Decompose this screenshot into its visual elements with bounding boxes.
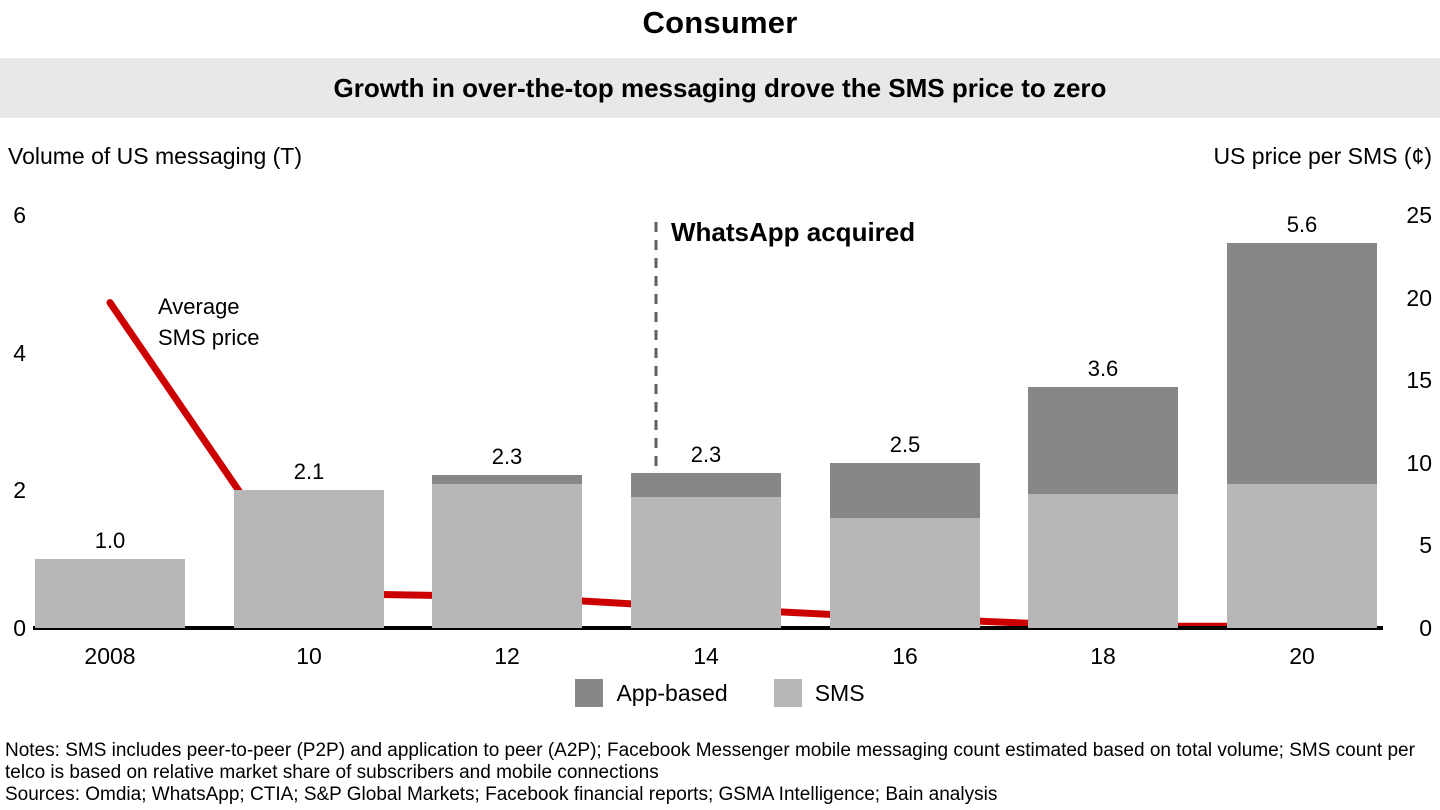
chart-subtitle: Growth in over-the-top messaging drove t… [333,73,1107,103]
bar-segment-sms [432,484,582,628]
bar-segment-app-based [432,475,582,484]
bar-segment-sms [830,518,980,628]
sms-swatch [773,679,802,707]
bar-segment-app-based [631,473,781,497]
x-axis-tick-label: 10 [296,643,322,669]
right-axis-tick-label: 25 [1406,202,1432,228]
left-axis-caption: Volume of US messaging (T) [8,143,303,169]
app-based-swatch [575,679,604,707]
sources-text: Sources: Omdia; WhatsApp; CTIA; S&P Glob… [5,784,998,805]
x-axis-tick-label: 2008 [84,643,136,669]
bar-segment-sms [631,497,781,628]
average-sms-price-annotation-line2: SMS price [158,325,260,350]
left-axis-tick-label: 0 [13,615,26,641]
bar-segment-sms [234,490,384,628]
right-axis-tick-label: 20 [1406,284,1432,311]
bar-segment-app-based [1227,243,1377,484]
x-axis-tick-label: 20 [1289,643,1315,669]
legend-label-app-based: App-based [616,679,728,706]
bar-total-label: 2.3 [491,444,523,469]
bar-segment-sms [35,559,185,628]
bar-segment-sms [1227,484,1377,628]
x-axis-line [33,626,1383,630]
x-axis-tick-label: 14 [693,643,719,669]
bar-segment-app-based [1028,387,1178,494]
bar-total-label: 3.6 [1087,356,1119,381]
legend-item-app-based: App-based [575,679,728,707]
right-axis-caption: US price per SMS (¢) [1213,143,1432,169]
bar-total-label: 5.6 [1286,212,1318,237]
bar-total-label: 2.3 [690,442,722,467]
right-axis-tick-label: 10 [1406,449,1432,476]
bar-segment-app-based [830,463,980,518]
bar-total-label: 2.5 [889,432,921,457]
bar-total-label: 2.1 [293,459,325,484]
subtitle-band [0,58,1440,118]
legend: App-based SMS [0,679,1440,707]
whatsapp-acquired-annotation: WhatsApp acquired [671,217,916,247]
legend-item-sms: SMS [773,679,865,707]
footer: Notes: SMS includes peer-to-peer (P2P) a… [5,740,1437,806]
average-sms-price-annotation-line1: Average [158,294,240,319]
left-axis-tick-label: 4 [13,339,26,366]
x-axis-tick-label: 12 [494,643,520,669]
bar-total-label: 1.0 [94,528,126,553]
left-axis-tick-label: 6 [13,202,26,229]
legend-label-sms: SMS [814,679,865,706]
page-title: Consumer [642,5,798,40]
notes-text: Notes: SMS includes peer-to-peer (P2P) a… [5,740,1415,783]
right-axis-tick-label: 15 [1406,367,1432,394]
average-sms-price-annotation: Average SMS price [158,291,259,353]
right-axis-tick-label: 5 [1419,532,1432,559]
x-axis-tick-label: 18 [1090,643,1116,669]
left-axis-tick-label: 2 [13,477,26,504]
x-axis-tick-label: 16 [892,643,918,669]
bar-segment-sms [1028,494,1178,628]
right-axis-tick-label: 0 [1419,615,1432,641]
